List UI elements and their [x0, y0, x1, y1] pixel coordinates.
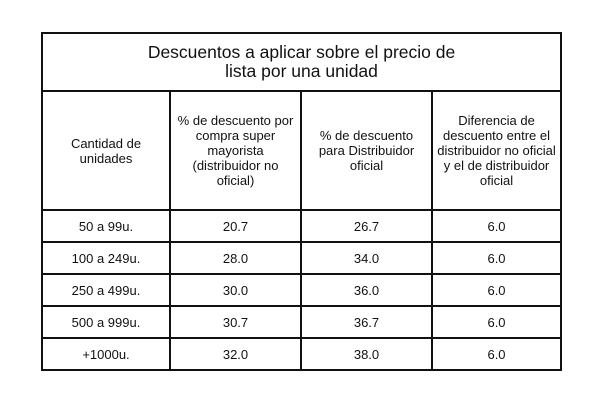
cell-quantity: +1000u.: [41, 337, 171, 371]
cell-discount-non-official: 30.7: [169, 305, 302, 339]
title-row: Descuentos a aplicar sobre el precio de …: [40, 32, 563, 92]
cell-discount-difference: 6.0: [430, 305, 563, 339]
cell-discount-official: 36.0: [300, 273, 433, 307]
cell-quantity: 50 a 99u.: [41, 209, 171, 243]
cell-discount-official: 38.0: [300, 337, 433, 371]
table-row: 500 a 999u. 30.7 36.7 6.0: [41, 305, 563, 339]
cell-discount-non-official: 20.7: [169, 209, 302, 243]
table-row: 250 a 499u. 30.0 36.0 6.0: [41, 273, 563, 307]
cell-discount-difference: 6.0: [430, 241, 563, 275]
header-quantity: Cantidad de unidades: [41, 90, 171, 211]
cell-quantity: 100 a 249u.: [41, 241, 171, 275]
header-discount-official: % de descuento para Distribuidor oficial: [300, 90, 433, 211]
header-row: Cantidad de unidades % de descuento por …: [41, 90, 563, 211]
discount-table-container: Descuentos a aplicar sobre el precio de …: [40, 32, 563, 371]
cell-quantity: 250 a 499u.: [41, 273, 171, 307]
table-title-line-1: Descuentos a aplicar sobre el precio de: [147, 42, 456, 62]
table-title-line-2: lista por una unidad: [225, 61, 378, 81]
cell-discount-non-official: 32.0: [169, 337, 302, 371]
cell-discount-non-official: 30.0: [169, 273, 302, 307]
cell-discount-difference: 6.0: [430, 209, 563, 243]
discount-table: Descuentos a aplicar sobre el precio de …: [40, 32, 563, 371]
table-row: +1000u. 32.0 38.0 6.0: [41, 337, 563, 371]
cell-discount-official: 26.7: [300, 209, 433, 243]
cell-discount-official: 34.0: [300, 241, 433, 275]
table-row: 50 a 99u. 20.7 26.7 6.0: [41, 209, 563, 243]
table-row: 100 a 249u. 28.0 34.0 6.0: [41, 241, 563, 275]
cell-discount-difference: 6.0: [430, 337, 563, 371]
cell-discount-official: 36.7: [300, 305, 433, 339]
cell-discount-non-official: 28.0: [169, 241, 302, 275]
table-title: Descuentos a aplicar sobre el precio de …: [40, 32, 563, 92]
cell-discount-difference: 6.0: [430, 273, 563, 307]
cell-quantity: 500 a 999u.: [41, 305, 171, 339]
header-discount-non-official: % de descuento por compra super mayorist…: [169, 90, 302, 211]
header-discount-difference: Diferencia de descuento entre el distrib…: [430, 90, 563, 211]
